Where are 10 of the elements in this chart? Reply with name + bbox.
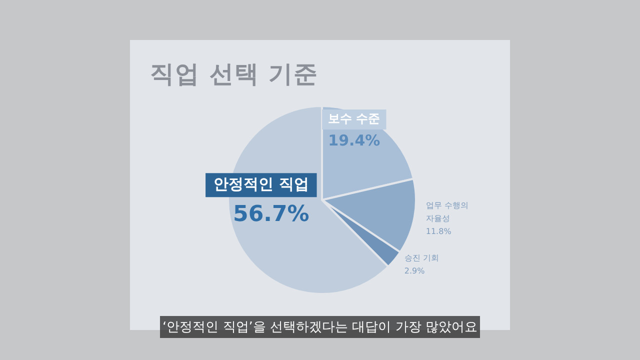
text: ‘안정적인 직업’을 선택하겠다는 대답이 가장 많았어요 <box>160 316 480 338</box>
slice-label: 업무 수행의 자율성 <box>426 201 468 224</box>
slice-label: 보수 수준 <box>328 112 380 126</box>
data-label: 56.7% <box>233 202 310 227</box>
slice-label: 승진 기회 <box>404 254 439 263</box>
data-label: 11.8% <box>426 227 452 236</box>
data-label: 2.9% <box>404 266 426 276</box>
slice-label: 안정적인 직업 <box>214 174 309 193</box>
chart-title: 직업 선택 기준 <box>150 59 319 90</box>
data-label: 19.4% <box>328 131 380 150</box>
